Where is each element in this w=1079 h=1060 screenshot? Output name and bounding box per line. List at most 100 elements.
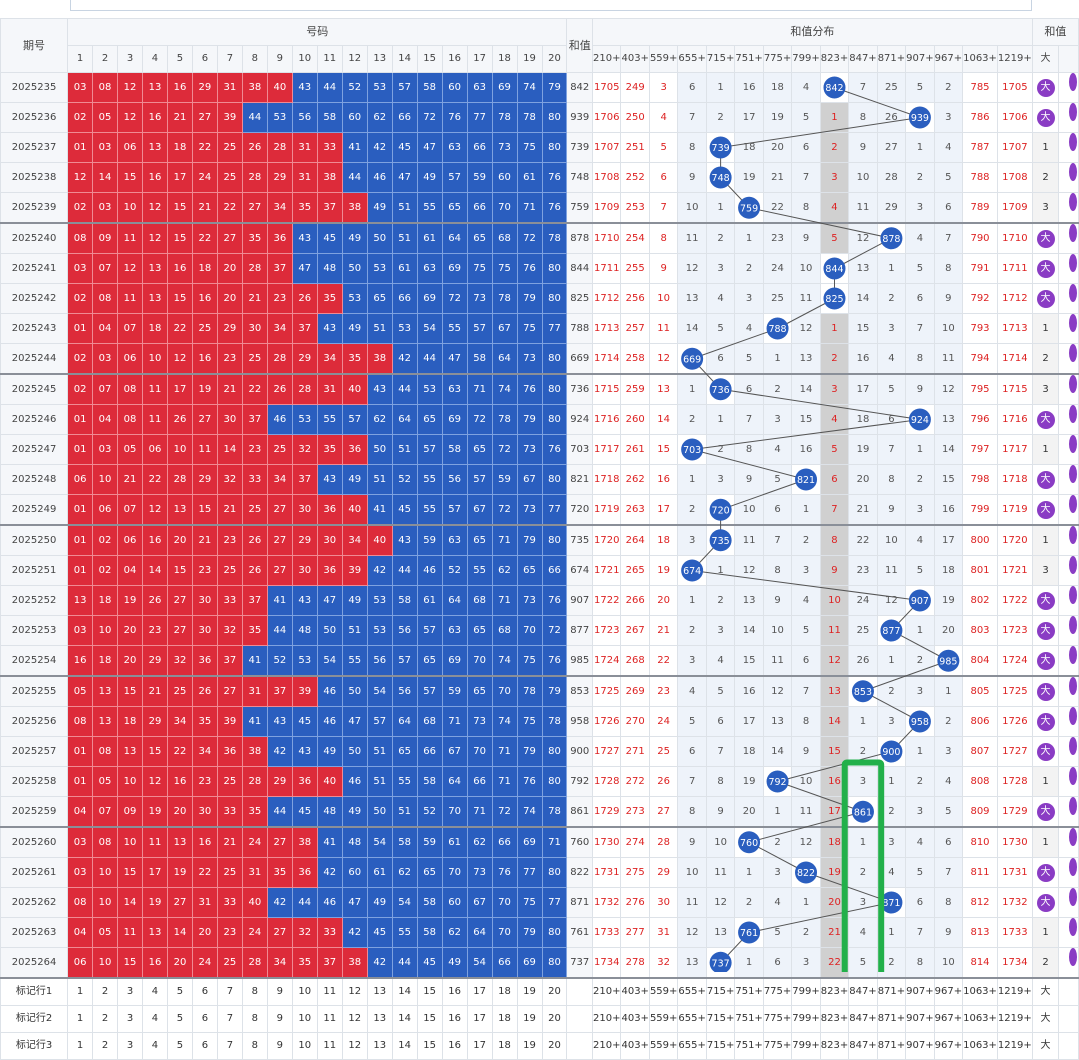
number-ball: 50: [316, 615, 343, 646]
number-ball: 77: [541, 494, 568, 526]
table-row[interactable]: 2025235 03 08 12 13 16 29 31 38 40 43 44 52 53 57 58 60 6…: [0, 72, 1079, 103]
big-small-cell: 大: [1031, 404, 1060, 435]
big-small-cell: 大: [1031, 615, 1060, 646]
table-row[interactable]: 2025244 02 03 06 10 12 16 23 25 28 29 34 35 38 42 44 47 5…: [0, 343, 1079, 375]
sum-cell: 761: [566, 917, 593, 948]
dist-cell: 5: [705, 313, 736, 344]
table-row[interactable]: 2025251 01 02 04 14 15 23 25 26 27 30 36 39 42 44 46 52 5…: [0, 555, 1079, 586]
table-row[interactable]: 2025256 08 13 18 29 34 35 39 41 43 45 46 47 57 64 68 71 7…: [0, 706, 1079, 737]
mark-dist: 655+: [677, 1032, 707, 1060]
number-ball: 31: [241, 857, 268, 888]
table-row[interactable]: 2025257 01 08 13 15 22 34 36 38 42 43 49 50 51 65 66 67 7…: [0, 736, 1079, 767]
table-row[interactable]: 2025239 02 03 10 12 15 21 22 27 34 35 37 38 49 51 55 65 6…: [0, 192, 1079, 224]
table-row[interactable]: 2025259 04 07 09 19 20 30 33 35 44 45 48 49 50 51 52 70 7…: [0, 796, 1079, 828]
number-ball: 11: [117, 222, 143, 254]
dist-cell: 22: [762, 192, 793, 224]
sum-cell: 842: [566, 72, 593, 103]
dist-cell: 1715: [996, 373, 1033, 405]
sum-cell: 669: [566, 343, 593, 375]
numbers-header: 号码: [67, 18, 568, 46]
period-cell: 2025248: [0, 464, 69, 495]
number-ball: 76: [516, 253, 543, 284]
number-ball: 66: [491, 826, 518, 858]
dist-cell: 1721: [996, 555, 1033, 586]
dist-cell: 5: [876, 373, 907, 405]
number-ball: 30: [241, 313, 268, 344]
dist-cell: 7: [791, 675, 821, 707]
extra-cell: [1058, 887, 1079, 918]
table-row[interactable]: 2025262 08 10 14 19 27 31 33 40 42 44 46 47 49 54 58 60 6…: [0, 887, 1079, 918]
dist-cell: 256: [620, 283, 650, 314]
extra-cell: [1058, 524, 1079, 556]
table-row[interactable]: 2025247 01 03 05 06 10 11 14 23 25 32 35 36 50 51 57 58 6…: [0, 434, 1079, 465]
table-row[interactable]: 2025252 13 18 19 26 27 30 33 37 41 43 47 49 53 58 61 64 6…: [0, 585, 1079, 616]
mark-big: 大: [1031, 977, 1060, 1006]
table-row[interactable]: 2025254 16 18 20 29 32 36 37 41 52 53 54 55 56 57 65 69 7…: [0, 645, 1079, 677]
mark-row[interactable]: 标记行2 1 2 3 4 5 6 7 8 9 10 11 12 13 14 15 16 17 18 19 20 210+ 4…: [0, 1005, 1079, 1033]
number-ball: 80: [541, 464, 568, 495]
big-small-cell: 3: [1031, 192, 1060, 224]
table-row[interactable]: 2025261 03 10 15 17 19 22 25 31 35 36 42 60 61 62 65 70 7…: [0, 857, 1079, 888]
table-row[interactable]: 2025238 12 14 15 16 17 24 25 28 29 31 38 44 46 47 49 57 5…: [0, 162, 1079, 193]
dist-cell: 4: [791, 585, 821, 616]
period-cell: 2025254: [0, 645, 69, 677]
sum-cell: 759: [566, 192, 593, 224]
big-small-cell: 1: [1031, 132, 1060, 163]
number-ball: 74: [491, 706, 518, 737]
table-row[interactable]: 2025263 04 05 11 13 14 20 23 24 27 32 33 42 45 55 58 62 6…: [0, 917, 1079, 948]
table-row[interactable]: 2025250 01 02 06 16 20 21 23 26 27 29 30 34 40 43 59 63 6…: [0, 524, 1079, 556]
number-ball: 75: [491, 253, 518, 284]
dist-cell: 14: [819, 706, 850, 737]
number-ball: 46: [266, 404, 293, 435]
mark-row[interactable]: 标记行3 1 2 3 4 5 6 7 8 9 10 11 12 13 14 15 16 17 18 19 20 210+ 4…: [0, 1032, 1079, 1060]
period-cell: 2025261: [0, 857, 69, 888]
table-row[interactable]: 2025245 02 07 08 11 17 19 21 22 26 28 31 40 43 44 53 63 7…: [0, 373, 1079, 405]
number-ball: 01: [67, 555, 94, 586]
number-ball: 31: [291, 162, 318, 193]
table-row[interactable]: 2025246 01 04 08 11 26 27 30 37 46 53 55 57 62 64 65 69 7…: [0, 404, 1079, 435]
table-row[interactable]: 2025249 01 06 07 12 13 15 21 25 27 30 36 40 41 45 55 57 6…: [0, 494, 1079, 526]
number-ball: 73: [466, 857, 493, 888]
table-row[interactable]: 2025240 08 09 11 12 15 22 27 35 36 43 45 49 50 51 61 64 6…: [0, 222, 1079, 254]
dist-cell: 720: [705, 494, 736, 526]
dist-cell: 1: [762, 343, 793, 375]
mark-dist: 775+: [762, 1032, 793, 1060]
number-ball: 38: [341, 947, 368, 979]
dist-cell: 900: [876, 736, 907, 767]
table-row[interactable]: 2025243 01 04 07 18 22 25 29 30 34 37 43 49 51 53 54 55 5…: [0, 313, 1079, 344]
mark-number: 20: [541, 977, 568, 1006]
table-row[interactable]: 2025248 06 10 21 22 28 29 32 33 34 37 43 49 51 52 55 56 5…: [0, 464, 1079, 495]
number-ball: 27: [241, 192, 268, 224]
table-row[interactable]: 2025241 03 07 12 13 16 18 20 28 37 47 48 50 53 61 63 69 7…: [0, 253, 1079, 284]
table-row[interactable]: 2025260 03 08 10 11 13 16 21 24 27 38 41 48 54 58 59 61 6…: [0, 826, 1079, 858]
number-ball: 01: [67, 736, 94, 767]
lottery-trend-table: 期号 号码 和值 和值分布 和值 1 2 3 4 5 6 7 8 9 10 11 12 13 14 15 16 17 18 1…: [0, 18, 1079, 1060]
number-ball: 01: [67, 494, 94, 526]
dist-cell: 985: [933, 645, 964, 677]
table-row[interactable]: 2025242 02 08 11 13 15 16 20 21 23 26 35 53 65 66 69 72 7…: [0, 283, 1079, 314]
number-ball: 05: [92, 917, 119, 948]
table-row[interactable]: 2025236 02 05 12 16 21 27 39 44 53 56 58 60 62 66 72 76 7…: [0, 102, 1079, 133]
dist-cell: 798: [962, 464, 998, 495]
number-ball: 07: [92, 253, 119, 284]
number-ball: 34: [341, 524, 368, 556]
number-ball: 29: [266, 766, 293, 797]
number-ball: 29: [142, 706, 168, 737]
number-ball: 66: [391, 283, 418, 314]
extra-cell: [1058, 102, 1079, 133]
dist-cell: 272: [620, 766, 650, 797]
mark-row[interactable]: 标记行1 1 2 3 4 5 6 7 8 9 10 11 12 13 14 15 16 17 18 19 20 210+ 4…: [0, 977, 1079, 1006]
number-ball: 49: [341, 222, 368, 254]
table-row[interactable]: 2025237 01 03 06 13 18 22 25 26 28 31 33 41 42 45 47 63 6…: [0, 132, 1079, 163]
table-row[interactable]: 2025253 03 10 20 23 27 30 32 35 44 48 50 51 53 56 57 63 6…: [0, 615, 1079, 646]
dist-cell: 249: [620, 72, 650, 103]
extra-cell: [1058, 585, 1079, 616]
mark-number: 10: [291, 1032, 318, 1060]
table-row[interactable]: 2025258 01 05 10 12 16 23 25 28 29 36 40 46 51 55 58 64 6…: [0, 766, 1079, 797]
sum-cell: 939: [566, 102, 593, 133]
dist-cell: 16: [848, 343, 878, 375]
number-ball: 49: [341, 585, 368, 616]
table-row[interactable]: 2025264 06 10 15 16 20 24 25 28 34 35 37 38 42 44 45 49 5…: [0, 947, 1079, 979]
table-row[interactable]: 2025255 05 13 15 21 25 26 27 31 37 39 46 50 54 56 57 59 6…: [0, 675, 1079, 707]
dist-cell: 1709: [591, 192, 622, 224]
